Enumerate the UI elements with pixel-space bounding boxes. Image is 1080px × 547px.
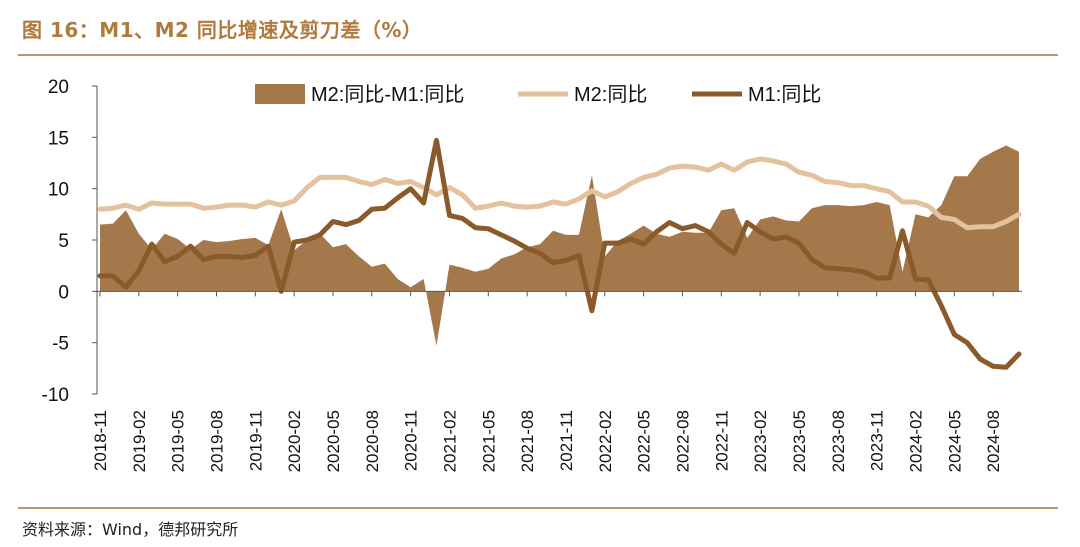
legend-swatch-spread (255, 84, 305, 104)
legend: M2:同比-M1:同比 M2:同比 M1:同比 (255, 83, 821, 106)
x-tick-label: 2019-02 (130, 410, 149, 472)
x-tick-label: 2023-05 (790, 410, 809, 472)
legend-label-spread: M2:同比-M1:同比 (311, 83, 464, 106)
x-tick-label: 2023-02 (751, 410, 770, 472)
x-tick-label: 2024-05 (945, 410, 964, 472)
x-tick-label: 2024-08 (984, 410, 1003, 472)
y-tick-label: 15 (48, 128, 69, 149)
y-tick-label: -10 (42, 385, 69, 406)
spread-area-layer (100, 145, 1019, 346)
x-tick-label: 2021-08 (518, 410, 537, 472)
y-tick-label: 10 (48, 180, 69, 201)
x-tick-label: 2023-11 (868, 410, 887, 471)
x-tick-label: 2020-11 (402, 410, 421, 471)
top-rule (18, 54, 1058, 56)
series-m2-line (97, 156, 1022, 231)
x-tick-label: 2019-08 (207, 410, 226, 472)
legend-label-m2: M2:同比 (574, 83, 647, 106)
x-tick-label: 2022-05 (635, 410, 654, 472)
y-tick-label: 5 (58, 231, 69, 252)
x-tick-label: 2023-08 (829, 410, 848, 472)
x-tick-label: 2022-08 (673, 410, 692, 472)
x-tick-label: 2024-02 (906, 410, 925, 472)
legend-label-m1: M1:同比 (748, 83, 821, 106)
lines-layer (97, 137, 1022, 370)
x-tick-label: 2020-08 (363, 410, 382, 472)
x-tick-label: 2022-11 (712, 410, 731, 471)
chart: 20 15 10 5 0 -5 -10 2018-11 2019-02 2019-05 2019-0… (42, 77, 1022, 472)
y-tick-label: -5 (52, 334, 69, 355)
axes-layer: 20 15 10 5 0 -5 -10 2018-11 2019-02 2019-05 2019-0… (42, 77, 1022, 472)
x-tick-label: 2020-02 (285, 410, 304, 472)
x-tick-label: 2018-11 (91, 410, 110, 471)
x-tick-label: 2019-05 (169, 410, 188, 472)
figure-title: 图 16：M1、M2 同比增速及剪刀差（%） (22, 18, 423, 42)
x-tick-label: 2019-11 (246, 410, 265, 471)
x-tick-label: 2021-05 (479, 410, 498, 472)
x-tick-label: 2021-11 (557, 410, 576, 471)
series-m1-line (97, 137, 1022, 370)
y-tick-label: 20 (48, 77, 69, 98)
x-tick-label: 2021-02 (440, 410, 459, 472)
y-tick-label: 0 (58, 282, 69, 303)
series-spread-area (100, 145, 1019, 346)
x-tick-label: 2022-02 (596, 410, 615, 472)
x-tick-label: 2020-05 (324, 410, 343, 472)
bottom-rule (18, 507, 1058, 509)
source-note: 资料来源：Wind，德邦研究所 (22, 520, 239, 539)
